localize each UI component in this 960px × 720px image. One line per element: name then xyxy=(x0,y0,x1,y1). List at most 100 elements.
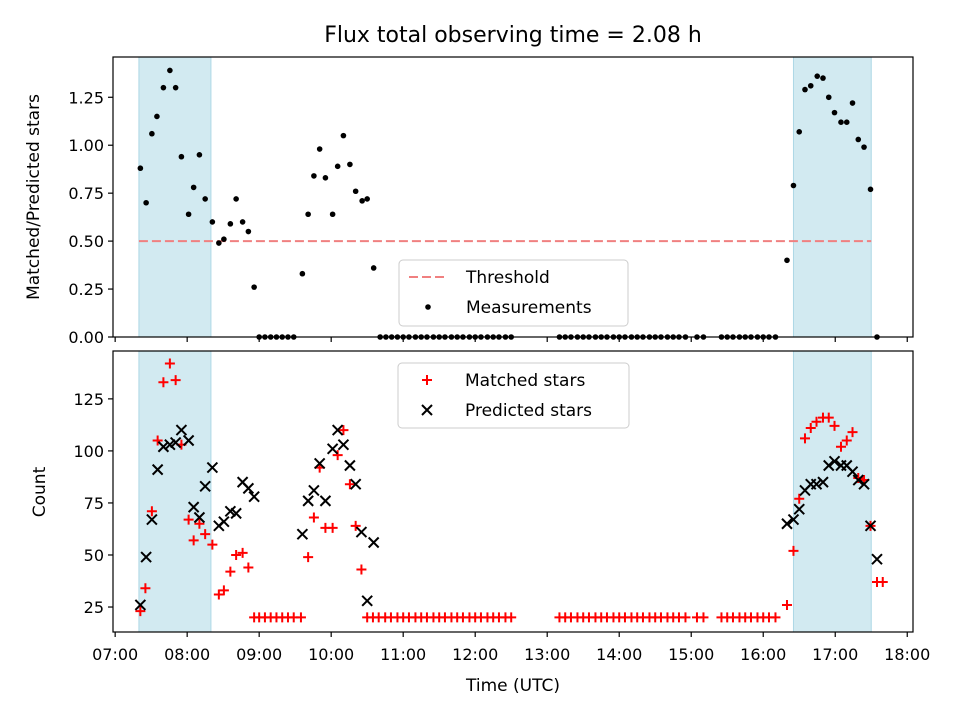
y-tick-label: 75 xyxy=(84,494,104,513)
data-point xyxy=(823,412,834,423)
data-point xyxy=(146,513,158,526)
data-point xyxy=(187,501,200,513)
data-point xyxy=(188,535,199,546)
count-y-axis-label: Count xyxy=(30,466,50,517)
data-point xyxy=(867,186,874,193)
series-predicted-stars xyxy=(134,424,883,611)
data-point xyxy=(169,436,182,449)
data-point xyxy=(680,612,691,623)
data-point xyxy=(218,515,230,528)
legend-label: Matched stars xyxy=(465,371,585,391)
data-point xyxy=(158,377,169,388)
x-tick-label: 13:00 xyxy=(524,645,570,664)
data-point xyxy=(807,82,814,89)
data-point xyxy=(152,435,163,446)
data-point xyxy=(316,146,323,152)
axes-frame xyxy=(112,350,914,633)
data-point xyxy=(199,480,211,493)
data-point xyxy=(322,175,329,181)
data-point xyxy=(347,161,353,168)
data-point xyxy=(175,424,188,436)
x-axis-label: Time (UTC) xyxy=(465,676,560,696)
data-point xyxy=(367,536,380,549)
data-point xyxy=(243,562,254,573)
legend-x-swatch xyxy=(421,404,433,416)
data-point xyxy=(846,466,859,478)
data-point xyxy=(319,495,332,507)
data-point xyxy=(794,493,805,504)
x-tick-label: 09:00 xyxy=(236,645,282,664)
data-point xyxy=(877,577,888,588)
data-point xyxy=(332,450,343,461)
legend-label: Threshold xyxy=(465,268,550,288)
data-point xyxy=(230,507,242,520)
data-point xyxy=(356,564,367,575)
data-point xyxy=(355,526,368,538)
data-point xyxy=(364,196,370,202)
data-point xyxy=(861,144,867,150)
data-point xyxy=(233,196,239,202)
data-point xyxy=(344,459,356,472)
data-point xyxy=(802,86,808,93)
series-matched-stars xyxy=(135,358,888,623)
data-point xyxy=(340,132,347,139)
legend-label: Predicted stars xyxy=(465,401,592,421)
data-point xyxy=(137,165,144,172)
data-point xyxy=(337,438,350,451)
x-tick-label: 15:00 xyxy=(668,645,714,664)
data-point xyxy=(190,184,197,191)
data-point xyxy=(855,136,862,143)
data-point xyxy=(154,113,160,120)
data-point xyxy=(237,547,248,558)
legend-plus-swatch xyxy=(422,375,432,385)
data-point xyxy=(361,595,373,607)
data-point xyxy=(829,420,840,431)
data-point xyxy=(170,375,181,386)
data-point xyxy=(350,520,361,531)
data-point xyxy=(349,478,362,490)
data-point xyxy=(303,552,314,563)
data-point xyxy=(329,211,336,218)
data-point xyxy=(326,443,339,455)
data-point xyxy=(828,455,841,468)
data-point xyxy=(143,199,149,206)
data-point xyxy=(248,490,260,503)
legend-frame xyxy=(398,259,629,327)
ratio-y-axis-label: Matched/Predicted stars xyxy=(24,94,44,300)
data-point xyxy=(160,84,167,91)
data-point xyxy=(781,518,793,530)
data-point xyxy=(227,221,234,227)
data-point xyxy=(841,435,852,446)
ratio-panel: 0.00 0.25 0.50 0.75 1.00 1.25 Threshold Measure… xyxy=(68,56,914,347)
data-point xyxy=(172,84,179,91)
data-point xyxy=(847,427,858,438)
data-point xyxy=(242,482,255,495)
data-point xyxy=(209,219,216,225)
y-tick-label: 100 xyxy=(73,442,104,461)
legend: Threshold Measurements xyxy=(398,259,629,327)
data-point xyxy=(817,476,829,488)
data-point xyxy=(245,228,252,235)
data-point xyxy=(213,589,224,600)
x-tick-label: 10:00 xyxy=(308,645,354,664)
x-tick-label: 08:00 xyxy=(164,645,210,664)
data-point xyxy=(134,599,147,611)
x-tick-label: 18:00 xyxy=(884,645,930,664)
data-point xyxy=(359,198,365,204)
data-point xyxy=(196,152,203,158)
data-point xyxy=(151,463,164,476)
data-point xyxy=(305,211,311,218)
data-point xyxy=(811,416,822,427)
data-point xyxy=(334,163,341,170)
x-tick-label: 16:00 xyxy=(740,645,786,664)
data-point xyxy=(820,75,826,81)
data-point xyxy=(185,211,192,218)
y-tick-label: 0.75 xyxy=(68,184,104,203)
data-point xyxy=(308,484,320,497)
data-point xyxy=(140,583,151,594)
data-point xyxy=(178,153,185,160)
data-point xyxy=(299,270,306,277)
data-point xyxy=(790,182,797,189)
data-point xyxy=(796,128,803,135)
